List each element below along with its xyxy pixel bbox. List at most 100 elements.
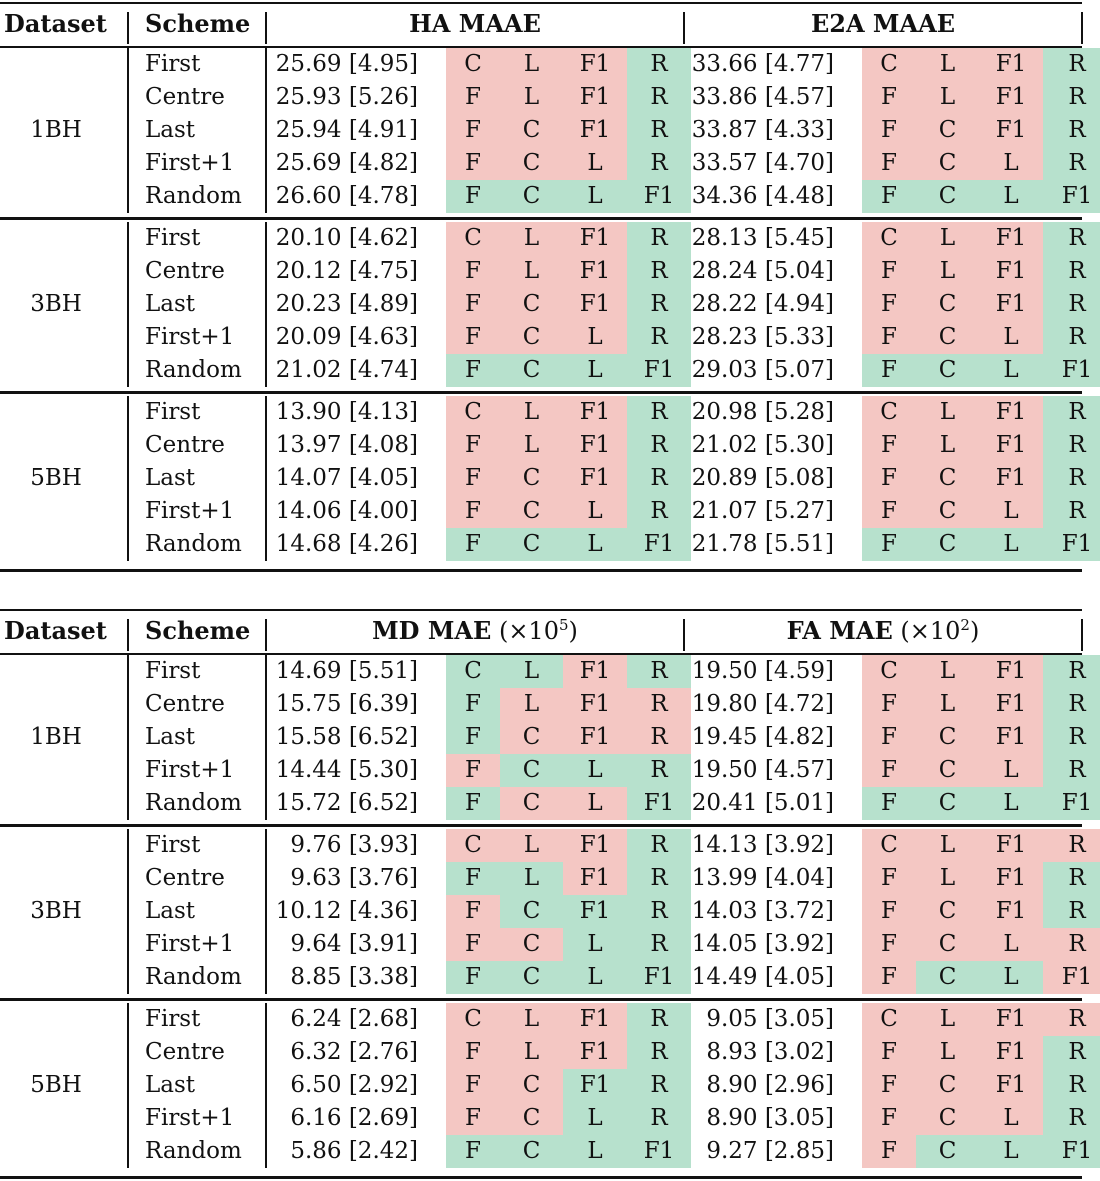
comparison-label: L xyxy=(939,1039,956,1065)
comparison-cell-better xyxy=(916,1135,979,1168)
comparison-label: F1 xyxy=(1061,790,1093,816)
comparison-label: F xyxy=(465,150,481,176)
scheme-label: First+1 xyxy=(145,150,235,176)
comparison-cell-better xyxy=(862,180,916,213)
comparison-label: R xyxy=(650,1006,668,1032)
comparison-cell-better xyxy=(979,1135,1043,1168)
comparison-label: R xyxy=(650,399,668,425)
comparison-label: F1 xyxy=(995,399,1027,425)
comparison-label: C xyxy=(938,117,957,143)
comparison-cell-worse xyxy=(563,288,627,321)
comparison-label: R xyxy=(650,225,668,251)
comparison-cell-better xyxy=(1043,754,1100,787)
comparison-label: R xyxy=(1068,865,1086,891)
comparison-label: F xyxy=(881,498,897,524)
comparison-cell-better xyxy=(627,1102,691,1135)
table-rule xyxy=(0,824,1082,827)
comparison-label: F xyxy=(881,357,897,383)
metric-b-value: 20.98 [5.28] xyxy=(691,399,834,425)
comparison-cell-worse xyxy=(916,1003,979,1036)
column-separator xyxy=(265,829,267,994)
comparison-cell-better xyxy=(1043,1069,1100,1102)
comparison-cell-worse xyxy=(862,222,916,255)
comparison-label: F xyxy=(881,1105,897,1131)
comparison-cell-worse xyxy=(446,1102,500,1135)
comparison-cell-worse xyxy=(862,754,916,787)
comparison-label: C xyxy=(880,1006,898,1032)
table-rule xyxy=(0,2,1082,4)
scheme-label: First xyxy=(145,399,201,425)
comparison-label: C xyxy=(938,1072,957,1098)
comparison-label: R xyxy=(650,150,668,176)
comparison-cell-better xyxy=(627,862,691,895)
comparison-label: L xyxy=(939,399,956,425)
comparison-cell-better xyxy=(627,354,691,387)
header-metric-a: HA MAAE xyxy=(266,4,684,44)
comparison-cell-worse xyxy=(563,147,627,180)
comparison-label: L xyxy=(523,1039,540,1065)
comparison-label: F1 xyxy=(995,225,1027,251)
comparison-cell-worse xyxy=(862,1036,916,1069)
comparison-cell-worse xyxy=(916,288,979,321)
header-dataset: Dataset xyxy=(4,9,107,38)
comparison-cell-better xyxy=(563,895,627,928)
comparison-cell-better xyxy=(627,81,691,114)
comparison-cell-worse xyxy=(916,396,979,429)
comparison-cell-worse xyxy=(979,829,1043,862)
metric-b-value: 19.80 [4.72] xyxy=(691,691,834,717)
comparison-label: C xyxy=(880,658,898,684)
comparison-label: C xyxy=(464,832,482,858)
comparison-cell-better xyxy=(627,48,691,81)
comparison-cell-better xyxy=(1043,48,1100,81)
comparison-label: F1 xyxy=(995,724,1027,750)
comparison-label: F xyxy=(465,183,481,209)
metric-unit-close: ) xyxy=(969,617,980,645)
comparison-label: F1 xyxy=(995,432,1027,458)
comparison-cell-worse xyxy=(979,81,1043,114)
scheme-label: Last xyxy=(145,465,196,491)
comparison-label: L xyxy=(939,832,956,858)
comparison-cell-better xyxy=(627,961,691,994)
comparison-cell-worse xyxy=(916,688,979,721)
comparison-cell-worse xyxy=(979,429,1043,462)
comparison-label: F1 xyxy=(579,258,611,284)
comparison-label: F xyxy=(881,531,897,557)
comparison-cell-worse xyxy=(500,429,563,462)
comparison-label: F1 xyxy=(995,865,1027,891)
comparison-cell-worse xyxy=(979,862,1043,895)
comparison-cell-better xyxy=(862,787,916,820)
comparison-label: F xyxy=(465,258,481,284)
comparison-label: F xyxy=(881,790,897,816)
comparison-cell-better xyxy=(500,1135,563,1168)
metric-b-value: 33.66 [4.77] xyxy=(691,51,834,77)
comparison-label: C xyxy=(938,757,957,783)
comparison-label: R xyxy=(650,931,668,957)
metric-a-value: 21.02 [4.74] xyxy=(275,357,418,383)
comparison-label: L xyxy=(523,51,540,77)
metric-a-value: 9.76 [3.93] xyxy=(290,832,418,858)
comparison-label: L xyxy=(1003,324,1019,350)
metric-name: HA MAAE xyxy=(409,9,541,38)
comparison-label: R xyxy=(650,258,668,284)
comparison-label: F1 xyxy=(579,117,611,143)
scheme-label: Centre xyxy=(145,691,225,717)
comparison-label: C xyxy=(938,150,957,176)
comparison-cell-better xyxy=(563,1069,627,1102)
comparison-label: F1 xyxy=(1061,183,1093,209)
comparison-cell-better xyxy=(627,655,691,688)
comparison-cell-worse xyxy=(862,495,916,528)
comparison-cell-better xyxy=(627,114,691,147)
comparison-cell-better xyxy=(500,961,563,994)
comparison-label: F xyxy=(881,865,897,891)
comparison-cell-worse xyxy=(916,114,979,147)
table-rule xyxy=(0,217,1082,220)
comparison-cell-better xyxy=(446,528,500,561)
comparison-cell-worse xyxy=(563,862,627,895)
comparison-cell-better xyxy=(563,928,627,961)
comparison-cell-better xyxy=(446,688,500,721)
comparison-cell-better xyxy=(1043,895,1100,928)
comparison-label: F xyxy=(881,898,897,924)
comparison-cell-worse xyxy=(1043,1003,1100,1036)
column-separator xyxy=(265,222,267,387)
comparison-label: F1 xyxy=(579,832,611,858)
